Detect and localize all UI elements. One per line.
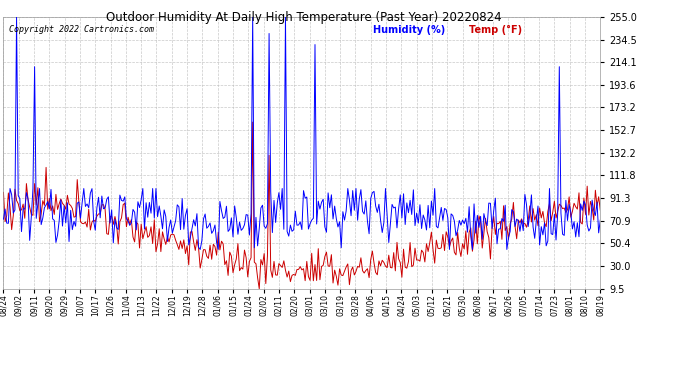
Text: Outdoor Humidity At Daily High Temperature (Past Year) 20220824: Outdoor Humidity At Daily High Temperatu… — [106, 11, 502, 24]
Text: Humidity (%): Humidity (%) — [373, 25, 446, 35]
Text: Copyright 2022 Cartronics.com: Copyright 2022 Cartronics.com — [10, 25, 155, 34]
Text: Temp (°F): Temp (°F) — [469, 25, 522, 35]
